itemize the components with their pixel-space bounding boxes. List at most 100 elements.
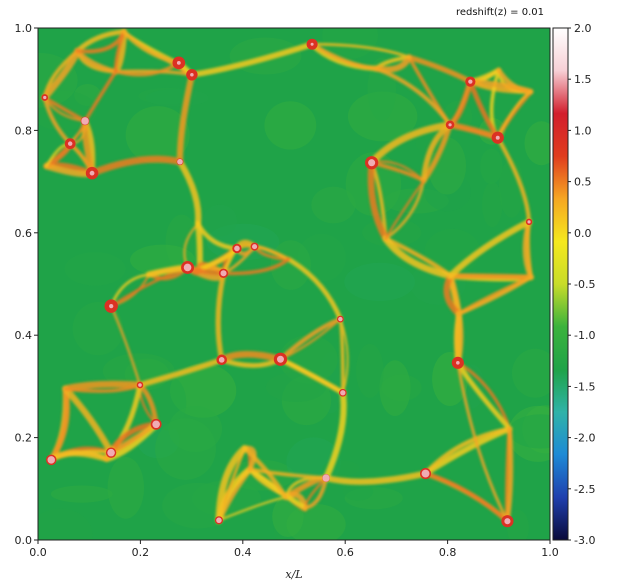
chart-title: redshift(z) = 0.01	[456, 7, 544, 18]
filament	[384, 179, 425, 241]
filament	[217, 496, 287, 522]
halo-core	[495, 135, 500, 140]
halo-core	[448, 123, 452, 127]
void-patch	[38, 508, 93, 540]
void-patch	[344, 262, 416, 302]
colorbar-tick-label: -3.0	[574, 534, 595, 547]
void-patch	[482, 181, 503, 228]
halo-core	[43, 95, 47, 100]
halo-core	[468, 79, 473, 84]
y-tick-label: 0.8	[15, 124, 33, 137]
filament	[88, 155, 184, 177]
void-patch	[524, 121, 550, 166]
halo-core	[368, 159, 376, 167]
colorbar-tick-label: -1.5	[574, 380, 595, 393]
filament	[322, 389, 347, 482]
filament	[247, 466, 308, 511]
void-patch	[286, 503, 346, 540]
filament	[278, 316, 343, 362]
colorbar-tick-label: 1.0	[574, 124, 592, 137]
halo-core	[47, 456, 55, 464]
colorbar-scale	[552, 27, 569, 541]
filament	[423, 426, 512, 476]
filament	[443, 272, 462, 318]
colorbar-ticks: 2.0 1.5 1.0 0.5 0.0 -0.5 -1.0 -1.5 -2.0 -2.5 -3.0	[568, 22, 595, 547]
halo-core	[67, 141, 73, 146]
filament	[75, 29, 127, 54]
halo-core	[183, 263, 192, 272]
filament	[505, 426, 514, 524]
colorbar-tick-label: 1.5	[574, 73, 592, 86]
x-axis: 0.0 0.2 0.4 0.6 0.8 1.0	[29, 540, 559, 559]
filament	[41, 47, 81, 101]
halo-core	[421, 469, 430, 478]
halo-core	[234, 245, 240, 252]
filament	[495, 135, 532, 224]
colorbar-tick-label: 2.0	[574, 22, 592, 35]
filament	[176, 158, 202, 227]
filament-network	[41, 28, 535, 524]
filament	[423, 471, 510, 524]
halo-core	[527, 220, 531, 224]
filament	[286, 256, 343, 322]
filament	[215, 444, 249, 524]
halo-core	[216, 517, 222, 524]
halo-core	[504, 518, 511, 525]
filament	[339, 318, 349, 394]
y-tick-label: 0.6	[15, 227, 33, 240]
colorbar: 2.0 1.5 1.0 0.5 0.0 -0.5 -1.0 -1.5 -2.0 -2.5 -3.0	[552, 22, 595, 547]
filament	[367, 159, 390, 242]
void-patch	[508, 414, 550, 449]
filament	[75, 29, 127, 54]
filament	[188, 41, 315, 78]
void-patch	[125, 106, 190, 164]
x-tick-label: 0.4	[234, 546, 252, 559]
x-tick-label: 0.6	[336, 546, 354, 559]
filament	[322, 470, 429, 485]
filament	[310, 42, 411, 59]
filament	[368, 121, 454, 167]
x-tick-label: 0.8	[439, 546, 457, 559]
x-tick-label: 1.0	[541, 546, 559, 559]
x-axis-label: x/L	[285, 568, 302, 581]
void-patch	[270, 240, 312, 290]
y-axis: 0.0 0.2 0.4 0.6 0.8 1.0	[15, 22, 38, 547]
halo-core	[310, 42, 314, 46]
halo-core	[81, 117, 89, 125]
plot-frame	[37, 27, 551, 541]
y-tick-label: 1.0	[15, 22, 33, 35]
plot-area	[37, 27, 551, 541]
filament	[456, 361, 509, 523]
void-patch	[342, 482, 374, 501]
halo-core	[89, 170, 95, 176]
filament	[447, 218, 533, 280]
filament	[454, 310, 462, 366]
filament	[221, 257, 291, 276]
void-patch	[511, 348, 550, 398]
halo-core	[107, 448, 115, 457]
x-tick-label: 0.0	[29, 546, 47, 559]
void-patch	[322, 28, 378, 59]
void-patch	[311, 186, 356, 224]
halo-core	[190, 73, 194, 77]
halo-core	[177, 158, 183, 165]
colorbar-tick-label: 0.5	[574, 176, 592, 189]
void-patch	[107, 456, 145, 519]
halo-core	[456, 360, 460, 365]
filament	[310, 42, 379, 71]
void-patch	[203, 204, 237, 237]
halo-core	[220, 270, 227, 277]
filament	[384, 179, 425, 240]
filament	[62, 385, 115, 456]
filament	[248, 467, 328, 480]
filament	[496, 90, 533, 140]
filament	[382, 235, 454, 280]
void-patch	[50, 485, 113, 503]
filament	[242, 446, 289, 500]
void-patch	[356, 343, 384, 398]
filament	[303, 476, 329, 510]
y-tick-label: 0.0	[15, 534, 33, 547]
filament	[109, 304, 142, 387]
x-tick-label: 0.2	[132, 546, 150, 559]
halo-core	[276, 355, 284, 363]
